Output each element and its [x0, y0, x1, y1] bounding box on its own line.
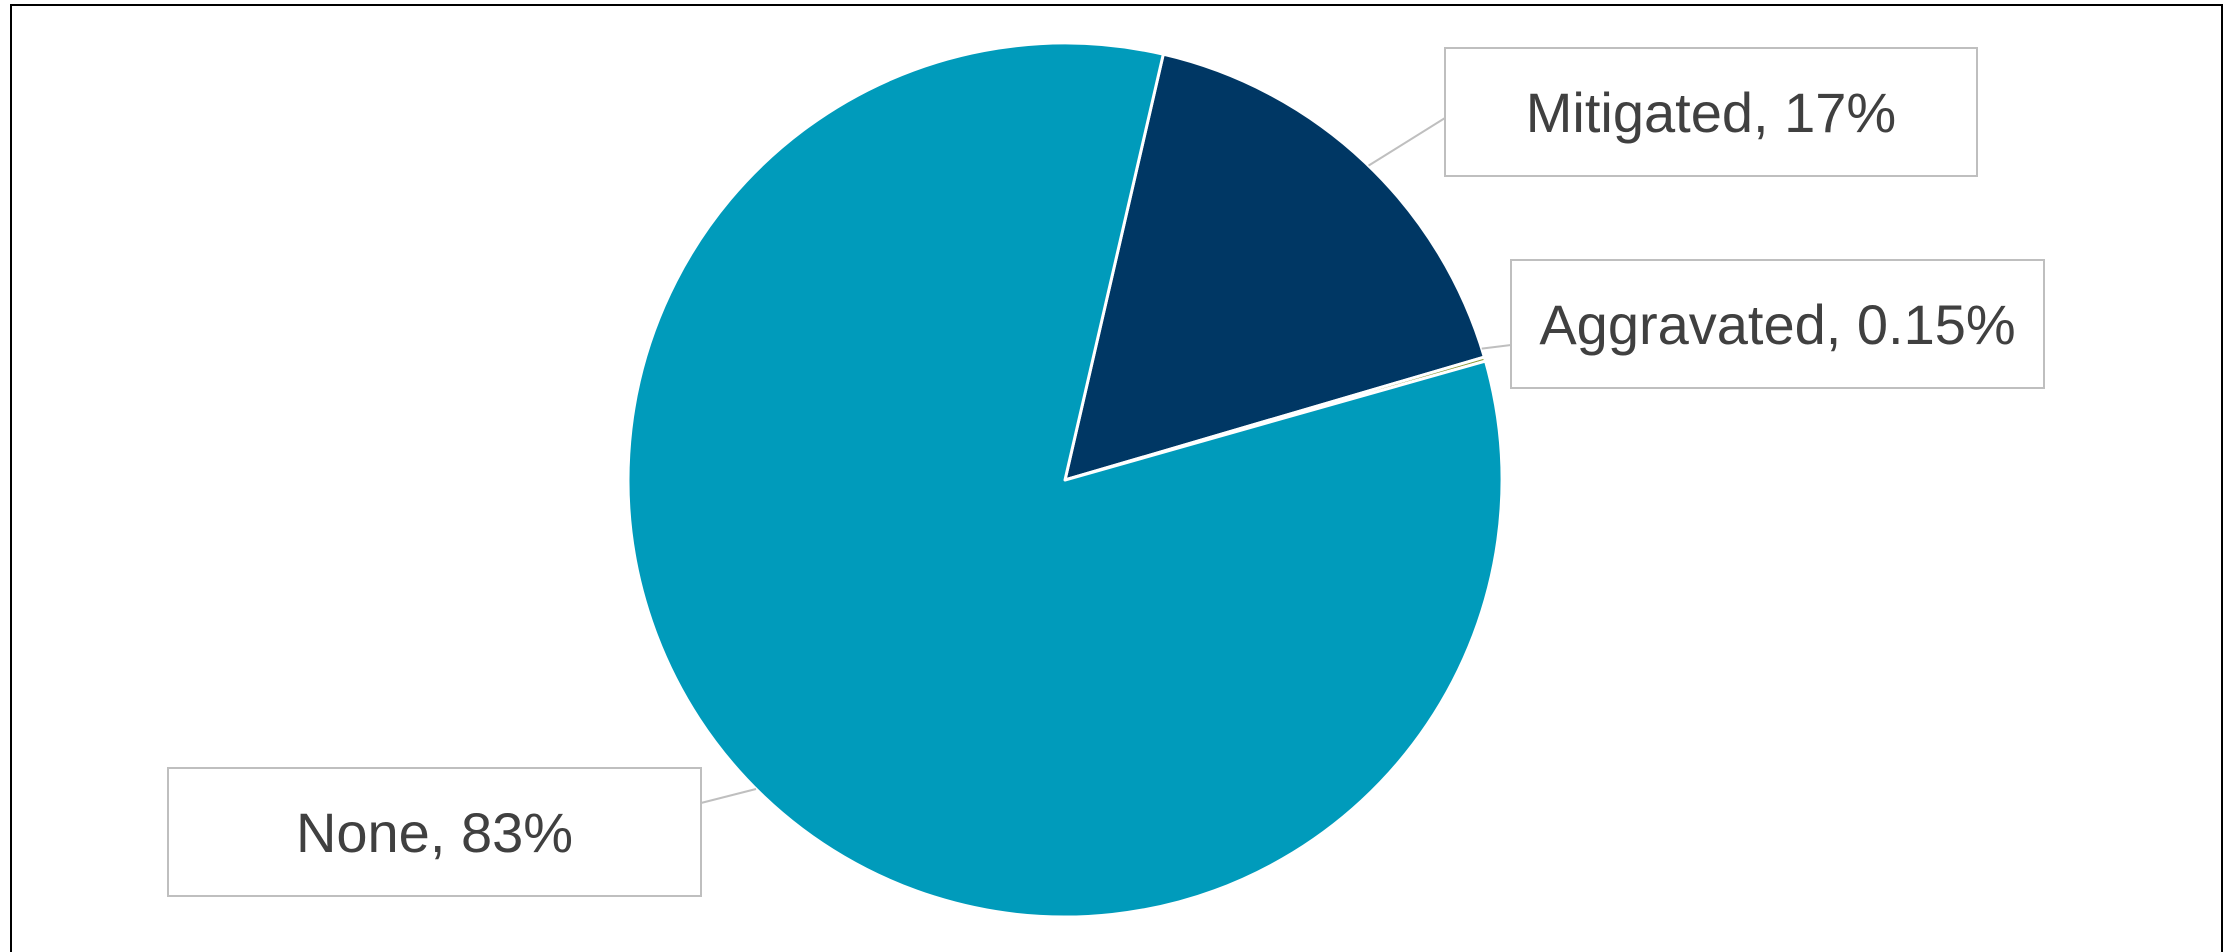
leader-line-none: [700, 788, 757, 804]
data-label-box: [1510, 259, 2045, 389]
data-label-text: None, 83%: [296, 801, 573, 864]
data-label-text: Mitigated, 17%: [1526, 81, 1896, 144]
data-label-aggravated: Aggravated, 0.15%: [1510, 259, 2045, 389]
data-label-box: [1444, 47, 1978, 177]
data-label-text: Aggravated, 0.15%: [1539, 293, 2015, 356]
data-label-mitigated: Mitigated, 17%: [1444, 47, 1978, 177]
pie-slice-mitigated: [1063, 52, 1486, 482]
data-label-none: None, 83%: [167, 767, 702, 897]
data-label-box: [167, 767, 702, 897]
chart-border: [10, 4, 2223, 952]
pie-slices: [626, 41, 1504, 919]
leader-line-aggravated: [1481, 344, 1512, 350]
leader-line-mitigated: [1368, 117, 1446, 167]
data-label-callouts: Mitigated, 17% Aggravated, 0.15% None, 83%: [167, 47, 2045, 897]
leader-lines: [700, 117, 1512, 804]
pie-slice-none: [626, 41, 1504, 919]
